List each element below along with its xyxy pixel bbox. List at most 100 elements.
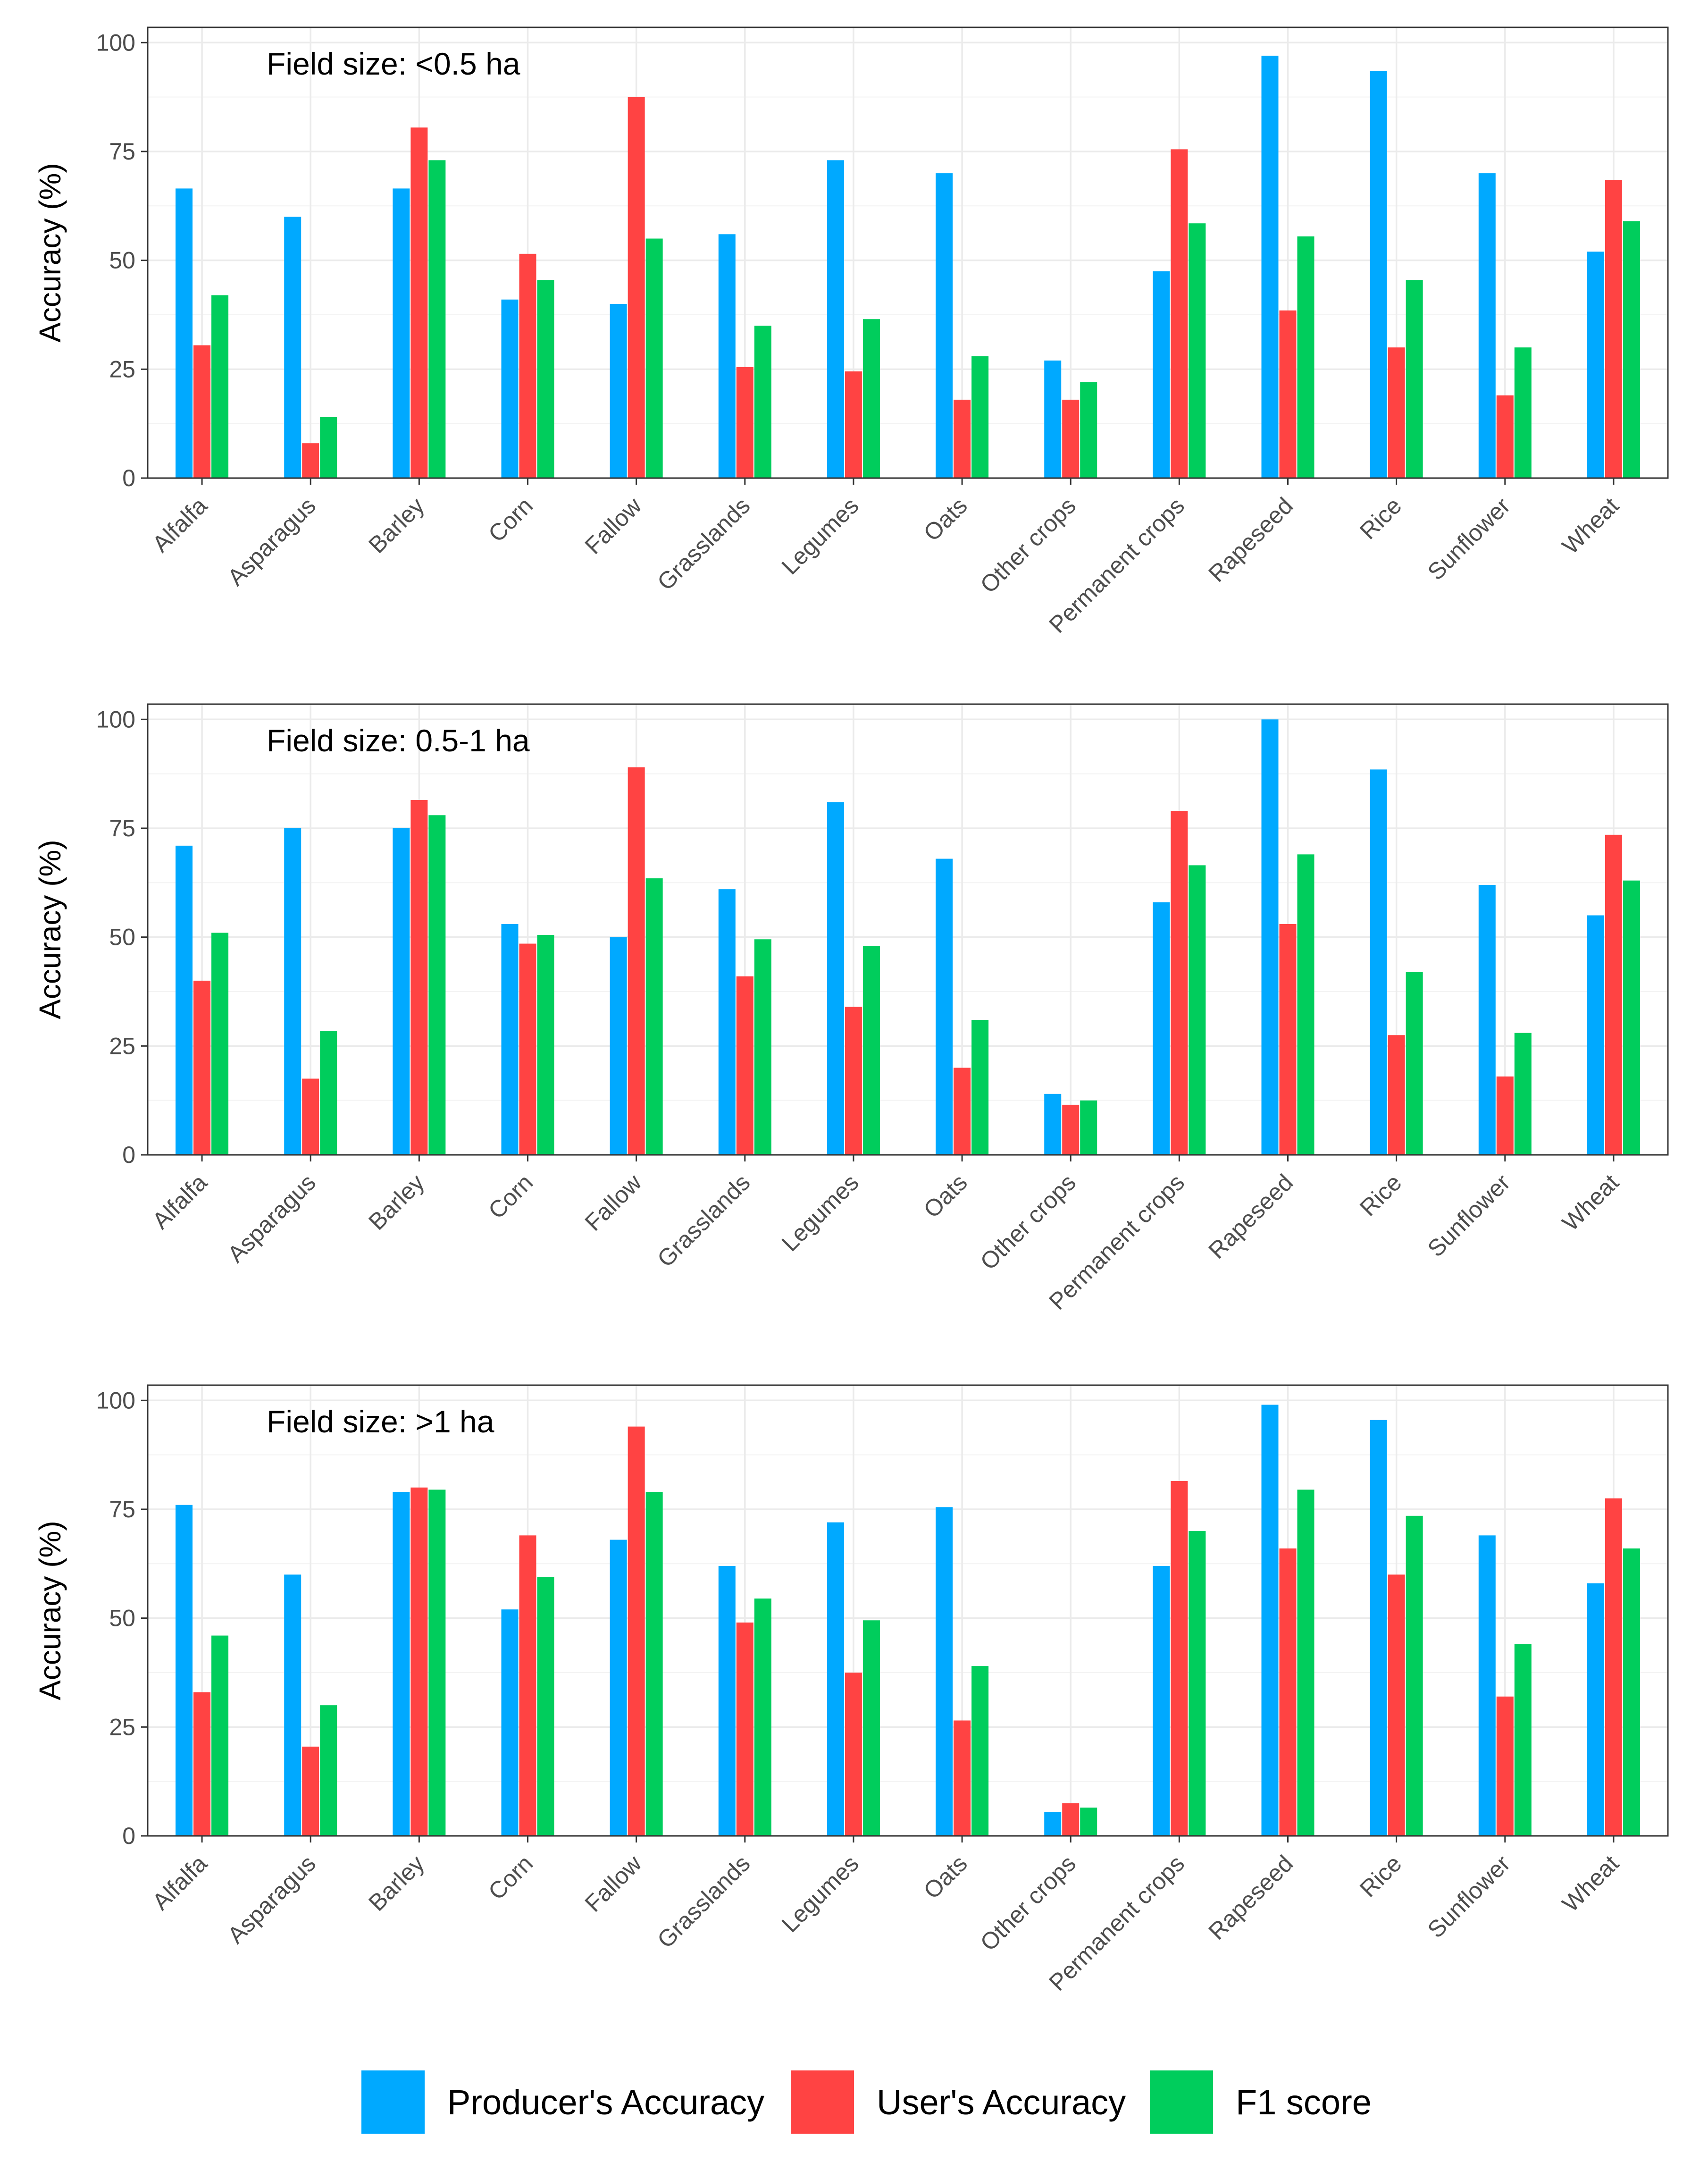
x-tick-label: Barley [363,1169,429,1235]
bar-f1-score-grasslands [754,939,771,1155]
panel-border [147,703,1669,1156]
y-tick-label: 100 [96,1387,135,1413]
x-tick-label: Wheat [1557,1169,1624,1236]
bar-user-s-accuracy-grasslands [736,367,754,478]
legend-swatch [1150,2070,1213,2134]
panel-title: Field size: <0.5 ha [267,46,520,81]
bar-producer-s-accuracy-alfalfa [176,188,193,478]
bar-f1-score-sunflower [1514,347,1532,478]
y-tick-label: 100 [96,29,135,56]
bar-user-s-accuracy-sunflower [1496,1696,1514,1836]
bar-f1-score-alfalfa [211,295,229,478]
bar-user-s-accuracy-grasslands [736,1622,754,1836]
bar-f1-score-wheat [1623,221,1640,478]
bar-producer-s-accuracy-fallow [610,303,627,478]
y-axis-title: Accuracy (%) [33,840,67,1019]
x-tick-label: Oats [919,1169,972,1223]
y-tick-label: 50 [109,1605,135,1632]
y-tick-label: 0 [122,1142,135,1168]
bar-producer-s-accuracy-barley [393,188,410,478]
bar-f1-score-corn [537,935,554,1155]
panel-border [147,26,1669,479]
x-tick-label: Legumes [777,1850,864,1937]
x-tick-label: Corn [483,1850,538,1905]
x-tick-label: Other crops [975,1169,1081,1275]
x-tick-label: Wheat [1557,492,1624,559]
bar-user-s-accuracy-corn [519,253,536,478]
x-tick-label: Rapeseed [1203,492,1298,587]
x-tick-label: Sunflower [1423,492,1515,585]
x-tick-label: Grasslands [652,1169,755,1272]
bar-producer-s-accuracy-sunflower [1478,884,1496,1155]
x-tick-label: Rapeseed [1203,1850,1298,1945]
bar-f1-score-barley [428,815,446,1155]
bar-f1-score-other-crops [1080,1808,1097,1836]
bar-producer-s-accuracy-rapeseed [1261,55,1279,479]
legend: Producer's Accuracy User's Accuracy F1 sco… [361,2070,1372,2134]
bar-user-s-accuracy-other-crops [1062,1104,1080,1155]
x-tick-label: Fallow [580,1850,647,1917]
bar-f1-score-wheat [1623,880,1640,1155]
bar-producer-s-accuracy-oats [936,1507,953,1836]
x-tick-label: Fallow [580,1169,647,1236]
bar-producer-s-accuracy-grasslands [718,889,736,1155]
bar-f1-score-rapeseed [1297,1489,1314,1836]
x-tick-label: Grasslands [652,492,755,595]
bar-producer-s-accuracy-legumes [827,160,844,478]
bar-producer-s-accuracy-corn [501,924,519,1155]
bar-f1-score-rice [1406,280,1423,478]
x-tick-label: Oats [919,1850,972,1904]
bar-producer-s-accuracy-rice [1370,1420,1387,1836]
x-tick-label: Barley [363,1850,429,1916]
bar-f1-score-asparagus [320,1705,337,1836]
bar-user-s-accuracy-fallow [628,97,645,479]
x-tick-label: Other crops [975,492,1081,598]
bar-producer-s-accuracy-asparagus [284,828,301,1155]
bar-producer-s-accuracy-grasslands [718,234,736,478]
bar-producer-s-accuracy-permanent-crops [1153,902,1170,1155]
y-tick-label: 75 [109,138,135,165]
bar-user-s-accuracy-alfalfa [193,980,211,1155]
panel-1: Field size: <0.5 ha 0 25 50 75 100 Accuracy (%… [33,26,1669,638]
bar-producer-s-accuracy-permanent-crops [1153,1565,1170,1836]
bar-f1-score-permanent-crops [1189,1531,1206,1836]
bar-user-s-accuracy-legumes [845,1672,862,1836]
bar-f1-score-sunflower [1514,1033,1532,1155]
bar-producer-s-accuracy-other-crops [1044,360,1062,478]
x-tick-label: Alfalfa [147,1850,212,1915]
bar-user-s-accuracy-sunflower [1496,395,1514,478]
bar-producer-s-accuracy-legumes [827,802,844,1155]
y-tick-label: 25 [109,1033,135,1059]
bar-f1-score-legumes [862,1620,880,1836]
bar-f1-score-rapeseed [1297,854,1314,1155]
bar-producer-s-accuracy-sunflower [1478,1535,1496,1836]
bar-user-s-accuracy-wheat [1605,834,1622,1155]
bar-f1-score-oats [971,1019,989,1155]
bar-f1-score-wheat [1623,1548,1640,1836]
bar-user-s-accuracy-asparagus [302,443,319,478]
bar-user-s-accuracy-oats [954,1068,971,1155]
bar-user-s-accuracy-rapeseed [1279,924,1297,1155]
x-tick-label: Fallow [580,492,647,559]
bar-user-s-accuracy-asparagus [302,1746,319,1836]
bar-producer-s-accuracy-corn [501,1609,519,1836]
bar-user-s-accuracy-corn [519,1535,536,1836]
bar-user-s-accuracy-permanent-crops [1171,1481,1188,1836]
x-tick-label: Asparagus [222,1850,321,1949]
bar-user-s-accuracy-corn [519,943,536,1155]
legend-label: Producer's Accuracy [447,2083,764,2122]
bar-user-s-accuracy-wheat [1605,1498,1622,1836]
bar-f1-score-rice [1406,1515,1423,1836]
bar-producer-s-accuracy-oats [936,173,953,478]
x-tick-label: Alfalfa [147,492,212,557]
x-tick-label: Asparagus [222,492,321,591]
bar-producer-s-accuracy-other-crops [1044,1812,1062,1836]
y-tick-label: 75 [109,815,135,841]
bar-f1-score-oats [971,356,989,478]
bar-f1-score-fallow [645,238,663,478]
x-tick-label: Rice [1355,1850,1407,1902]
bar-user-s-accuracy-legumes [845,371,862,478]
bar-producer-s-accuracy-barley [393,828,410,1155]
bar-producer-s-accuracy-grasslands [718,1565,736,1836]
